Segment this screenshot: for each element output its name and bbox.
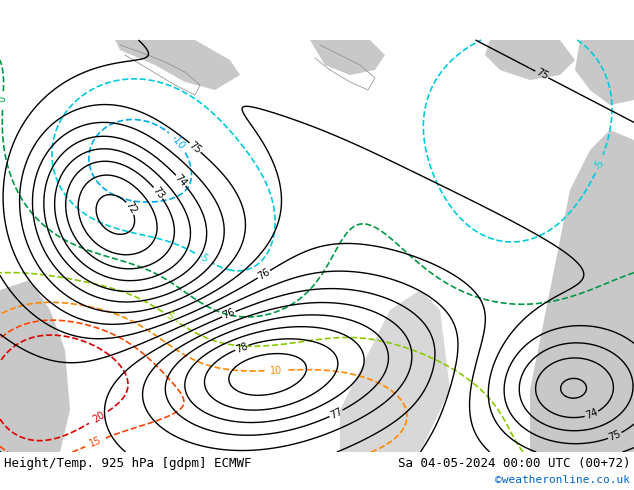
- Text: -10: -10: [169, 133, 187, 151]
- Text: 76: 76: [221, 307, 236, 321]
- Text: ©weatheronline.co.uk: ©weatheronline.co.uk: [495, 475, 630, 485]
- Polygon shape: [530, 130, 634, 452]
- Text: 10: 10: [269, 365, 282, 376]
- Text: 72: 72: [123, 200, 138, 216]
- Text: 77: 77: [328, 406, 344, 421]
- Text: 75: 75: [607, 429, 623, 443]
- Polygon shape: [115, 40, 240, 90]
- Polygon shape: [575, 40, 634, 105]
- Bar: [0, 452, 634, 490]
- Text: -5: -5: [593, 158, 606, 171]
- Text: -5: -5: [197, 251, 210, 265]
- Polygon shape: [310, 40, 385, 75]
- Text: 74: 74: [584, 407, 599, 421]
- Text: 74: 74: [173, 172, 189, 189]
- Text: 20: 20: [91, 410, 107, 425]
- Text: 73: 73: [150, 185, 166, 201]
- Polygon shape: [485, 40, 575, 80]
- Text: 75: 75: [534, 67, 550, 82]
- Text: 0: 0: [0, 96, 8, 102]
- Polygon shape: [0, 280, 70, 452]
- Text: Sa 04-05-2024 00:00 UTC (00+72): Sa 04-05-2024 00:00 UTC (00+72): [398, 458, 630, 470]
- Text: 75: 75: [187, 140, 203, 155]
- Text: 15: 15: [87, 435, 103, 449]
- Text: Height/Temp. 925 hPa [gdpm] ECMWF: Height/Temp. 925 hPa [gdpm] ECMWF: [4, 458, 252, 470]
- Bar: [0, 452, 634, 490]
- Text: 5: 5: [164, 311, 175, 322]
- Text: 76: 76: [256, 267, 272, 282]
- Text: 78: 78: [234, 341, 249, 354]
- Polygon shape: [340, 290, 450, 452]
